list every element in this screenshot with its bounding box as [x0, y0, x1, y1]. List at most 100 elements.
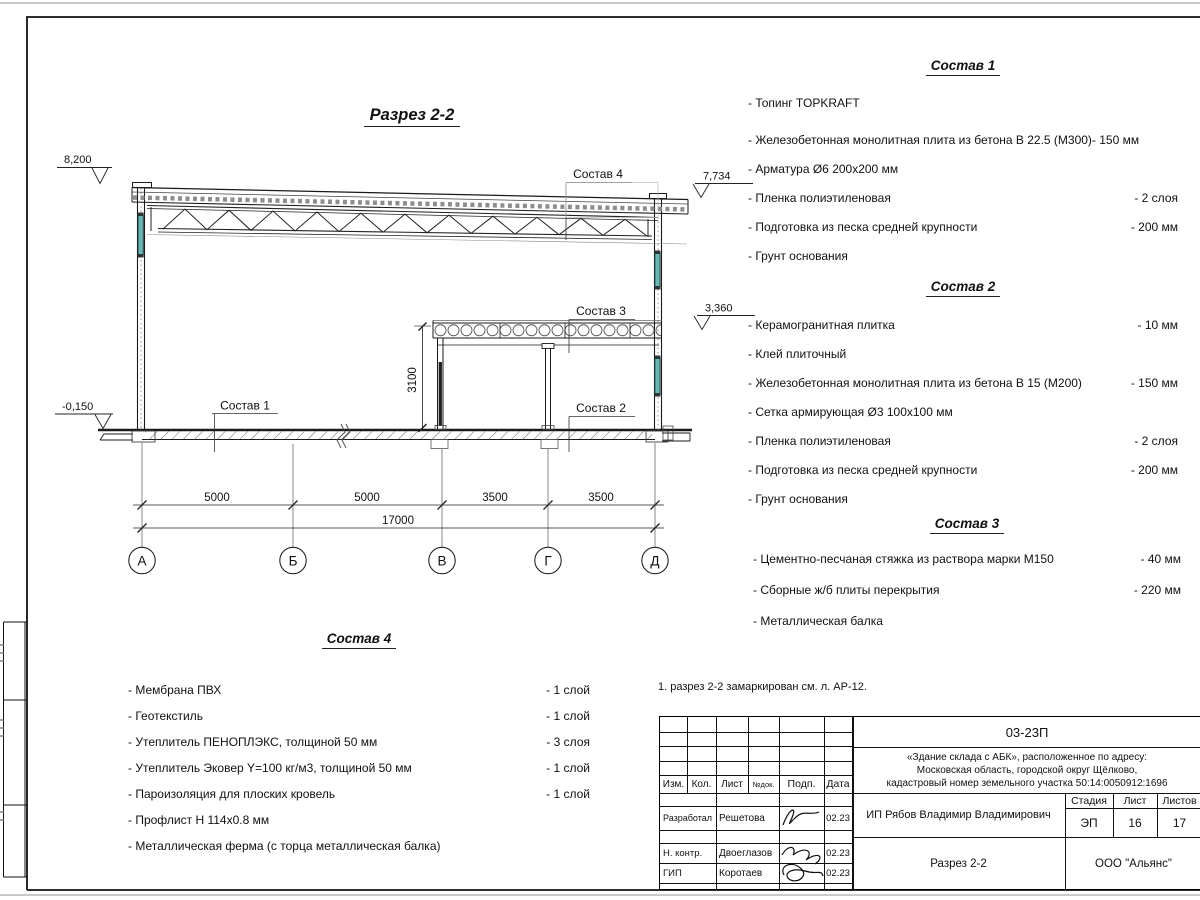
- mezzanine-slab: [432, 320, 662, 346]
- list-item: - Металлическая балка: [753, 614, 883, 628]
- list-title: Состав 3: [753, 516, 1181, 536]
- list-item: - Подготовка из песка средней крупности -…: [748, 463, 1178, 477]
- section-title: Разрез 2-2: [327, 106, 497, 127]
- building-section: [55, 167, 755, 547]
- elevation-roof-right: 7,734: [703, 171, 731, 183]
- axis-label-g: Г: [544, 554, 552, 569]
- window-left: [137, 212, 144, 258]
- list-sostav-4: Состав 4 - Мембрана ПВХ - 1 слой - Геотек…: [128, 631, 590, 865]
- axis-label-d: Д: [650, 554, 659, 569]
- drawing-name: Разрез 2-2: [930, 857, 987, 870]
- project-description: «Здание склада с АБК», расположенное по …: [852, 747, 1200, 793]
- callout-sostav-2: Состав 2: [576, 401, 626, 415]
- client-name: ИП Рябов Владимир Владимирович: [866, 809, 1051, 821]
- name-gip: Коротаев: [719, 867, 763, 879]
- list-title: Состав 2: [748, 279, 1178, 299]
- list-title: Состав 4: [128, 631, 590, 651]
- callout-sostav-4: Состав 4: [573, 167, 623, 181]
- list-sostav-1: Состав 1 - Топинг TOPKRAFT - Железобетон…: [748, 58, 1178, 278]
- sheets-label: Листов: [1162, 794, 1197, 807]
- note-text: 1. разрез 2-2 замаркирован см. л. АР-12.: [658, 681, 867, 693]
- date-ncontrol: 02.23: [826, 847, 850, 859]
- list-item: - Профлист Н 114х0.8 мм: [128, 813, 270, 827]
- axis-label-v: В: [437, 554, 446, 569]
- axis-bubble-v: [428, 546, 456, 575]
- left-margin-boxes: [3, 621, 27, 878]
- col-kol: Кол.: [691, 778, 712, 790]
- stage-label: Стадия: [1071, 794, 1107, 807]
- callout-leaders: [212, 182, 659, 452]
- list-item: - Подготовка из песка средней крупности -…: [748, 220, 1178, 234]
- elevation-floor: -0,150: [62, 401, 93, 413]
- dim-3500-1: 3500: [482, 492, 508, 504]
- list-item: - Мембрана ПВХ - 1 слой: [128, 683, 590, 697]
- mezzanine-column-g: [541, 343, 555, 430]
- col-ndok: №док.: [752, 779, 775, 789]
- list-item: - Клей плиточный: [748, 347, 847, 361]
- sheet-number: 16: [1128, 815, 1142, 830]
- list-item: - Пленка полиэтиленовая - 2 слоя: [748, 434, 1178, 448]
- axis-bubble-d: [641, 546, 669, 575]
- floor-slab: [98, 423, 692, 449]
- project-line2: Московская область, городской округ Щёлк…: [916, 764, 1138, 776]
- dim-3500-2: 3500: [588, 492, 614, 504]
- dimension-lines: [133, 500, 664, 533]
- left-margin-cut-text: [0, 644, 4, 821]
- list-item: - Геотекстиль - 1 слой: [128, 709, 590, 723]
- date-gip: 02.23: [826, 867, 850, 879]
- window-right-upper: [654, 250, 661, 290]
- list-item: - Грунт основания: [748, 249, 848, 263]
- drawing-texts: 8,200 7,734 3,360 -0,150 5000 5000 3500 …: [62, 154, 733, 569]
- list-item: - Цементно-песчаная стяжка из раствора м…: [753, 552, 1181, 566]
- elevation-mezzanine: 3,360: [705, 303, 733, 315]
- sheets-total: 17: [1172, 815, 1187, 830]
- sheet-label: Лист: [1123, 794, 1147, 807]
- axis-bubble-a: [128, 546, 156, 575]
- dim-3100: 3100: [407, 367, 419, 393]
- name-developer: Решетова: [719, 812, 765, 824]
- role-developer: Разработал: [663, 813, 712, 823]
- list-item: - Пленка полиэтиленовая - 2 слоя: [748, 191, 1178, 205]
- axis-label-b: Б: [289, 554, 298, 569]
- list-item: - Керамогранитная плитка - 10 мм: [748, 318, 1178, 332]
- role-gip: ГИП: [663, 867, 682, 879]
- list-sostav-2: Состав 2 - Керамогранитная плитка - 10 мм…: [748, 279, 1178, 521]
- roof-truss: [146, 204, 688, 245]
- elevation-marks: [55, 167, 755, 430]
- window-right-lower: [654, 355, 661, 397]
- list-item: - Пароизоляция для плоских кровель - 1 сл…: [128, 787, 590, 801]
- list-item: - Железобетонная монолитная плита из бет…: [748, 376, 1178, 390]
- sheet-frame: [26, 16, 1200, 891]
- company-name: ООО "Альянс": [1095, 857, 1172, 870]
- list-item: - Сетка армирующая Ø3 100х100 мм: [748, 405, 953, 419]
- signature-icon: [781, 846, 824, 882]
- dim-17000: 17000: [382, 515, 414, 527]
- list-item: - Металлическая ферма (с торца металличе…: [128, 839, 441, 853]
- list-item: - Утеплитель Эковер Y=100 кг/м3, толщино…: [128, 761, 590, 775]
- stage-value: ЭП: [1080, 815, 1098, 830]
- roof: [131, 186, 689, 215]
- project-line3: кадастровый номер земельного участка 50:…: [886, 777, 1168, 789]
- date-developer: 02.23: [826, 812, 850, 824]
- list-item: - Топинг TOPKRAFT: [748, 96, 860, 110]
- list-item: - Сборные ж/б плиты перекрытия - 220 мм: [753, 583, 1181, 597]
- list-item: - Арматура Ø6 200х200 мм: [748, 162, 899, 176]
- dim-5000-2: 5000: [354, 492, 380, 504]
- signature-icon: [782, 809, 820, 826]
- list-item: - Железобетонная монолитная плита из бет…: [748, 133, 1140, 147]
- name-ncontrol: Двоеглазов: [719, 847, 773, 859]
- dim-5000-1: 5000: [204, 492, 230, 504]
- role-ncontrol: Н. контр.: [663, 847, 703, 859]
- col-izm: Изм.: [662, 778, 685, 790]
- callout-sostav-3: Состав 3: [576, 304, 626, 318]
- axis-bubbles: [128, 546, 669, 575]
- project-line1: «Здание склада с АБК», расположенное по …: [907, 751, 1147, 763]
- list-item: - Грунт основания: [748, 492, 848, 506]
- axis-label-a: А: [137, 554, 146, 569]
- col-data: Дата: [826, 778, 850, 790]
- axis-lines: [141, 443, 656, 547]
- elevation-roof-left: 8,200: [64, 154, 92, 166]
